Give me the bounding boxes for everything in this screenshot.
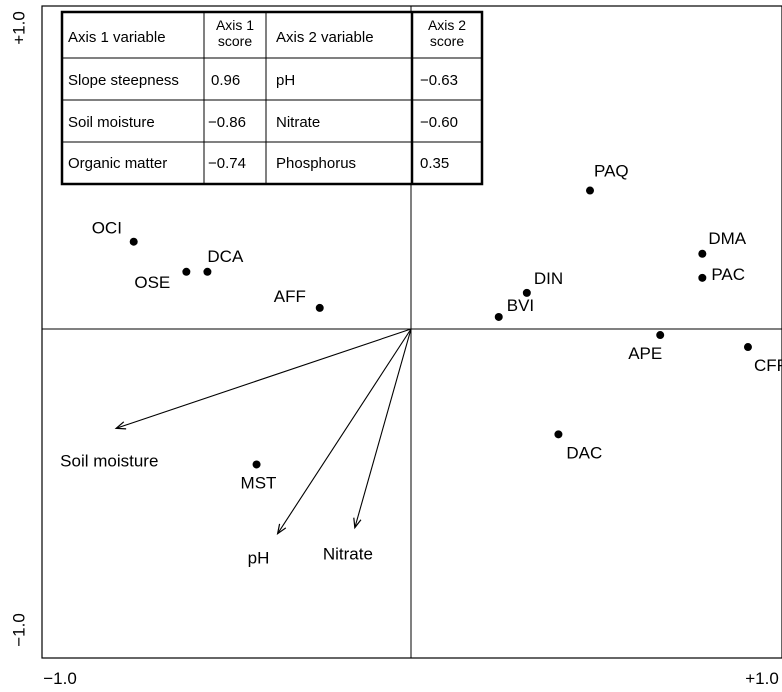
table-cell: Nitrate: [276, 114, 320, 131]
table-cell: −0.63: [420, 72, 458, 89]
point-oci: [129, 237, 138, 246]
point-aff: [315, 303, 324, 312]
table-cell: 0.96: [211, 72, 240, 89]
vector-soil-moisture: [115, 328, 412, 429]
vector-label-ph: pH: [248, 549, 270, 568]
vector-ph: [277, 328, 412, 534]
table-cell: pH: [276, 72, 295, 89]
table-cell: −0.74: [208, 155, 246, 172]
score-table: Axis 1 variable Axis 1 score Axis 2 varia…: [60, 10, 484, 186]
point-dma: [698, 249, 707, 258]
vector-label-soil-moisture: Soil moisture: [60, 451, 158, 470]
point-label-dac: DAC: [566, 443, 602, 462]
table-cell: −0.86: [208, 114, 246, 131]
point-label-bvi: BVI: [507, 296, 534, 315]
point-label-aff: AFF: [274, 287, 306, 306]
table-cell: Organic matter: [68, 155, 167, 172]
table-header-axis2-variable: Axis 2 variable: [276, 29, 374, 46]
point-ape: [656, 331, 665, 340]
y-tick-max: +1.0: [9, 11, 28, 45]
point-pac: [698, 273, 707, 282]
point-mst: [252, 460, 261, 469]
table-cell: −0.60: [420, 114, 458, 131]
vector-label-nitrate: Nitrate: [323, 545, 373, 564]
point-label-ape: APE: [628, 344, 662, 363]
point-label-cfr: CFR: [754, 356, 782, 375]
vector-arrowhead-soil-moisture: [114, 421, 127, 430]
point-paq: [586, 186, 595, 195]
point-label-ose: OSE: [134, 273, 170, 292]
table-cell: Phosphorus: [276, 155, 356, 172]
point-ose: [182, 267, 191, 276]
y-tick-min: −1.0: [9, 613, 28, 647]
x-tick-min: −1.0: [43, 669, 77, 688]
point-label-oci: OCI: [92, 219, 122, 238]
point-label-pac: PAC: [711, 265, 745, 284]
environmental-vectors: Soil moisture pH Nitrate: [60, 328, 412, 568]
point-cfr: [743, 343, 752, 352]
table-cell: Slope steepness: [68, 72, 179, 89]
point-label-din: DIN: [534, 269, 563, 288]
table-header-axis1-variable: Axis 1 variable: [68, 29, 166, 46]
point-label-dma: DMA: [708, 229, 746, 248]
vector-arrowhead-nitrate: [353, 517, 362, 530]
point-din: [522, 288, 531, 297]
vector-nitrate: [354, 328, 412, 528]
table-cell: 0.35: [420, 155, 449, 172]
plot-frame: [41, 5, 782, 659]
point-label-mst: MST: [241, 473, 277, 492]
table-header-axis1-score: Axis 1 score: [216, 17, 254, 49]
point-dac: [554, 430, 563, 439]
table-cell: Soil moisture: [68, 114, 155, 131]
point-label-dca: DCA: [207, 247, 244, 266]
vector-arrowhead-ph: [276, 523, 287, 536]
point-dca: [203, 267, 212, 276]
table-header-axis2-score: Axis 2 score: [428, 17, 466, 49]
x-tick-max: +1.0: [745, 669, 779, 688]
point-bvi: [494, 312, 503, 321]
point-label-paq: PAQ: [594, 162, 629, 181]
